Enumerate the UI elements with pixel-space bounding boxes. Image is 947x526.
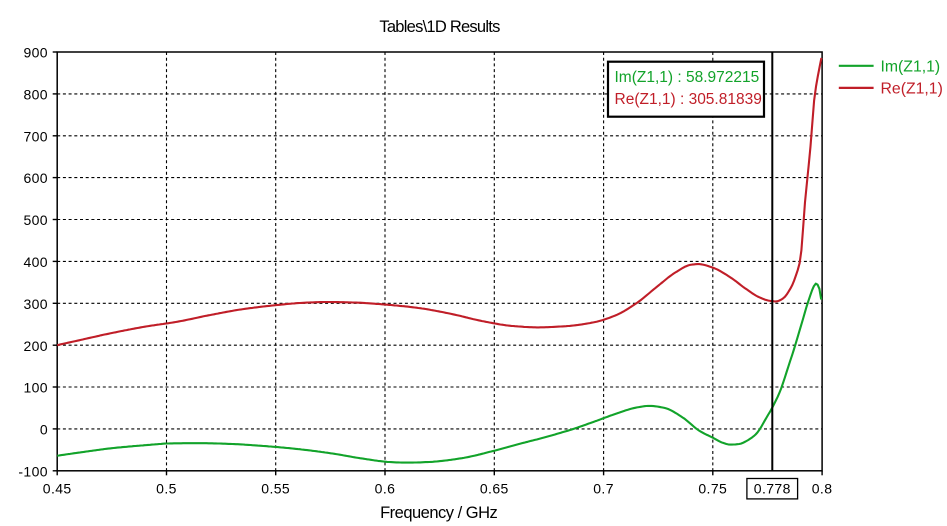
svg-text:Frequency / GHz: Frequency / GHz — [380, 504, 497, 522]
svg-text:100: 100 — [23, 380, 48, 396]
svg-text:600: 600 — [23, 170, 48, 186]
svg-text:Re(Z1,1) : 305.81839: Re(Z1,1) : 305.81839 — [615, 91, 762, 108]
svg-text:0.75: 0.75 — [698, 481, 727, 497]
svg-text:Im(Z1,1): Im(Z1,1) — [881, 58, 941, 75]
svg-text:0.7: 0.7 — [593, 481, 614, 497]
svg-text:Re(Z1,1): Re(Z1,1) — [881, 80, 943, 97]
svg-text:Im(Z1,1) : 58.972215: Im(Z1,1) : 58.972215 — [615, 69, 760, 86]
svg-text:400: 400 — [23, 254, 48, 270]
svg-text:0.8: 0.8 — [812, 481, 833, 497]
svg-text:-100: -100 — [18, 463, 48, 479]
svg-text:0.6: 0.6 — [375, 481, 396, 497]
svg-text:0.55: 0.55 — [261, 481, 290, 497]
svg-text:500: 500 — [23, 212, 48, 228]
svg-text:800: 800 — [23, 87, 48, 103]
svg-text:900: 900 — [23, 45, 48, 61]
svg-text:200: 200 — [23, 338, 48, 354]
svg-text:300: 300 — [23, 296, 48, 312]
svg-text:0.65: 0.65 — [480, 481, 509, 497]
svg-text:0.45: 0.45 — [43, 481, 72, 497]
svg-text:0: 0 — [40, 422, 48, 438]
svg-text:700: 700 — [23, 128, 48, 144]
svg-text:Tables\1D Results: Tables\1D Results — [379, 18, 500, 36]
svg-text:0.5: 0.5 — [156, 481, 177, 497]
svg-text:0.778: 0.778 — [754, 481, 791, 497]
